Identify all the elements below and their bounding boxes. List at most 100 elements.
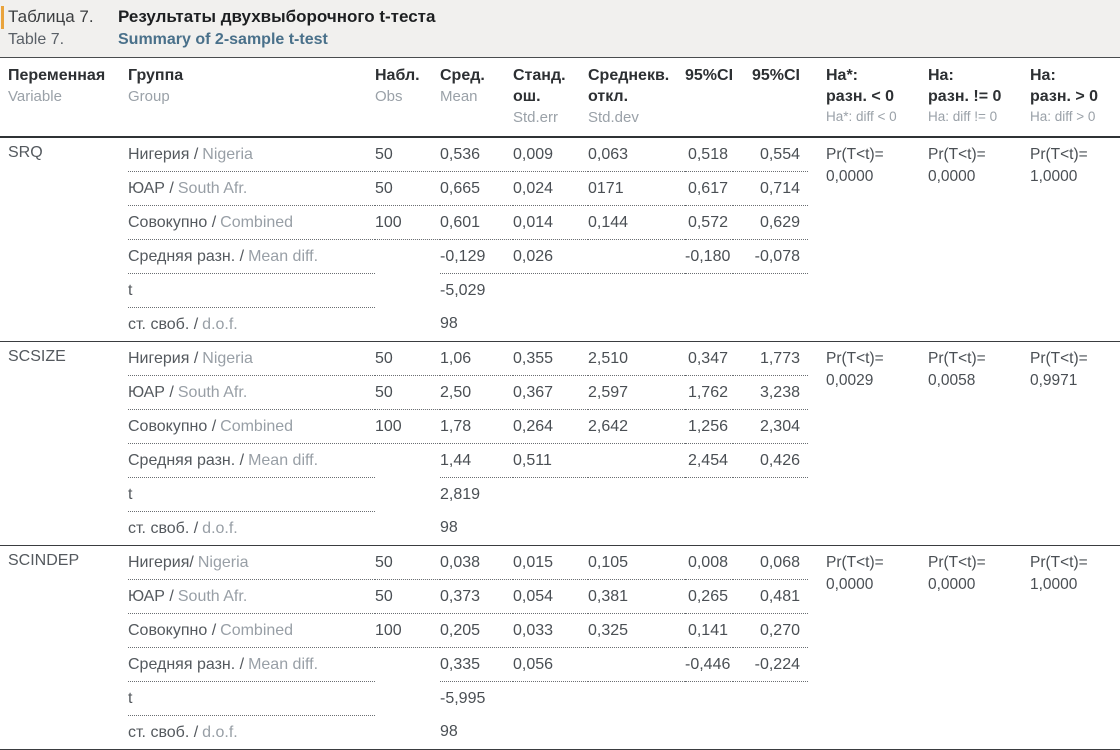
table-row: SRQ Нигерия / Nigeria 50 0,536 0,009 0,06… <box>0 137 1120 342</box>
cell-ci-high: -0,078 <box>733 239 808 274</box>
cell-ci-high: -0,224 <box>733 647 808 682</box>
table-row: ст. своб. / d.o.f. 98 <box>0 307 1120 342</box>
cell-mean: 1,06 <box>440 341 513 376</box>
cell-ci-low: 1,256 <box>685 409 733 444</box>
t-test-table: Переменная Variable Группа Group Набл. O… <box>0 58 1120 750</box>
cell-obs <box>375 682 440 716</box>
table-row: Средняя разн. / Mean diff. 1,44 0,511 2,4… <box>0 443 1120 478</box>
cell-group: ЮАР / South Afr. <box>128 171 375 206</box>
variable-name: SCINDEP <box>0 545 128 750</box>
cell-ci-high: 0,714 <box>733 171 808 206</box>
table-row: Средняя разн. / Mean diff. -0,129 0,026 -… <box>0 239 1120 274</box>
cell-ci-high: 2,304 <box>733 409 808 444</box>
cell-ci-high: 0,629 <box>733 205 808 240</box>
cell-mean: 0,335 <box>440 647 513 682</box>
cell-stddev: 0171 <box>588 171 685 206</box>
cell-ci-high: 0,554 <box>733 137 808 172</box>
cell-obs <box>375 715 440 750</box>
cell-mean: 98 <box>440 715 513 750</box>
table-row: Совокупно / Combined 100 1,78 0,264 2,642… <box>0 409 1120 444</box>
cell-group: ст. своб. / d.o.f. <box>128 307 375 342</box>
table-title-en: Summary of 2-sample t-test <box>118 31 328 48</box>
cell-mean: -5,029 <box>440 281 486 299</box>
cell-ci-low: 0,141 <box>685 613 733 648</box>
cell-ci-high: 1,773 <box>733 341 808 376</box>
cell-pr-noteq: Pr(T<t)= 0,0000 <box>928 137 1030 342</box>
cell-ci-low: 1,762 <box>685 375 733 410</box>
cell-mean: 0,038 <box>440 545 513 580</box>
table-row: ст. своб. / d.o.f. 98 <box>0 511 1120 546</box>
table-title-band: Таблица 7. Результаты двухвыборочного t-… <box>0 0 1120 58</box>
cell-group: ЮАР / South Afr. <box>128 579 375 614</box>
table-row: Средняя разн. / Mean diff. 0,335 0,056 -0… <box>0 647 1120 682</box>
cell-stderr: 0,024 <box>513 171 588 206</box>
table-row: ЮАР / South Afr. 50 0,665 0,024 0171 0,61… <box>0 171 1120 206</box>
cell-mean: 0,601 <box>440 205 513 240</box>
cell-ci-low: 0,265 <box>685 579 733 614</box>
cell-ci-low: 0,518 <box>685 137 733 172</box>
cell-mean: 1,44 <box>440 443 513 478</box>
cell-ci-low: 0,347 <box>685 341 733 376</box>
cell-obs <box>375 444 440 478</box>
cell-mean: 0,536 <box>440 137 513 172</box>
variable-name: SRQ <box>0 137 128 342</box>
cell-stddev <box>588 511 685 546</box>
cell-group: t <box>128 477 375 512</box>
column-header-mean: Сред. Mean <box>440 58 513 138</box>
cell-group: ст. своб. / d.o.f. <box>128 715 375 750</box>
cell-pr-greater: Pr(T<t)= 0,9971 <box>1030 341 1120 546</box>
header-row: Переменная Variable Группа Group Набл. O… <box>0 58 1120 138</box>
cell-ci-low: -0,446 <box>685 647 733 682</box>
cell-ci-high: 0,481 <box>733 579 808 614</box>
cell-stderr: 0,355 <box>513 341 588 376</box>
table-row: t -5,029 <box>0 273 1120 308</box>
table-row: Совокупно / Combined 100 0,601 0,014 0,14… <box>0 205 1120 240</box>
cell-group: ЮАР / South Afr. <box>128 375 375 410</box>
cell-obs <box>375 511 440 546</box>
cell-ci-low: 0,572 <box>685 205 733 240</box>
column-header-stddev: Среднекв. откл. Std.dev <box>588 58 685 138</box>
table-number-en: Table 7. <box>8 31 65 48</box>
table-row: ст. своб. / d.o.f. 98 <box>0 715 1120 750</box>
cell-stderr: 0,054 <box>513 579 588 614</box>
table-title-ru: Результаты двухвыборочного t-теста <box>118 7 436 26</box>
table-row: t 2,819 <box>0 477 1120 512</box>
cell-stderr <box>513 307 588 342</box>
cell-stddev <box>588 478 685 512</box>
cell-stddev: 0,325 <box>588 613 685 648</box>
cell-ci-high: 0,270 <box>733 613 808 648</box>
cell-mean: 0,665 <box>440 171 513 206</box>
cell-stderr: 0,264 <box>513 409 588 444</box>
table-row: t -5,995 <box>0 681 1120 716</box>
cell-obs: 100 <box>375 409 440 444</box>
variable-name: SCSIZE <box>0 341 128 546</box>
cell-group: Нигерия / Nigeria <box>128 137 375 172</box>
cell-pr-greater: Pr(T<t)= 1,0000 <box>1030 137 1120 342</box>
cell-ci-high <box>733 715 808 750</box>
cell-mean: 98 <box>440 307 513 342</box>
cell-mean: -0,129 <box>440 239 513 274</box>
cell-stderr: 0,511 <box>513 443 588 478</box>
cell-pr-less: Pr(T<t)= 0,0000 <box>808 545 928 750</box>
cell-group: Совокупно / Combined <box>128 205 375 240</box>
cell-ci-low <box>685 682 733 716</box>
cell-ci-low <box>685 307 733 342</box>
cell-mean: -5,995 <box>440 689 486 707</box>
cell-mean: 98 <box>440 511 513 546</box>
cell-group: Нигерия / Nigeria <box>128 341 375 376</box>
cell-stderr <box>513 682 588 716</box>
cell-group: Средняя разн. / Mean diff. <box>128 239 375 274</box>
cell-ci-low: 0,008 <box>685 545 733 580</box>
cell-stddev: 0,105 <box>588 545 685 580</box>
cell-stddev <box>588 715 685 750</box>
cell-stddev <box>588 647 685 682</box>
cell-mean: 2,819 <box>440 485 481 503</box>
cell-pr-noteq: Pr(T<t)= 0,0058 <box>928 341 1030 546</box>
cell-ci-low <box>685 511 733 546</box>
table-row: ЮАР / South Afr. 50 2,50 0,367 2,597 1,76… <box>0 375 1120 410</box>
cell-obs <box>375 307 440 342</box>
cell-ci-low <box>685 274 733 308</box>
table-row: Совокупно / Combined 100 0,205 0,033 0,32… <box>0 613 1120 648</box>
cell-ci-high: 0,426 <box>733 443 808 478</box>
table-number-ru: Таблица 7. <box>8 7 94 26</box>
